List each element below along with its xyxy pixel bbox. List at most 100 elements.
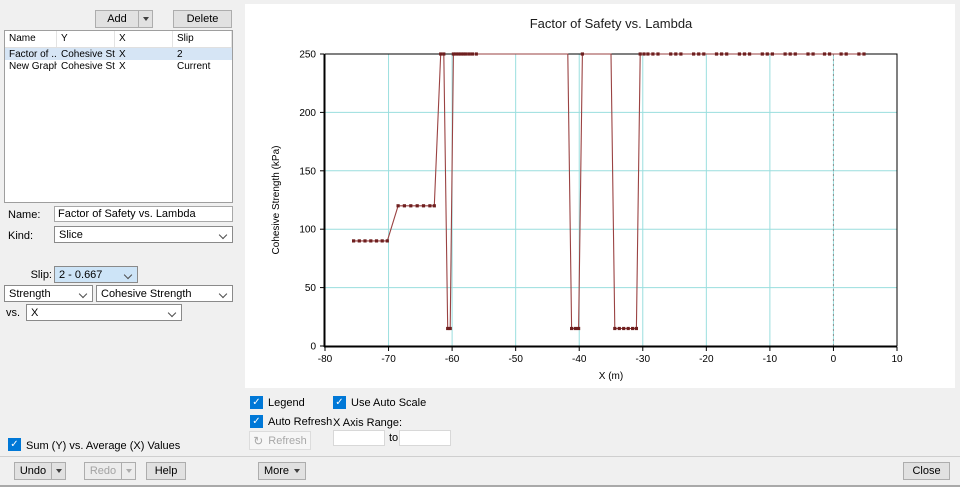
table-cell: X bbox=[119, 48, 126, 60]
undo-button-label: Undo bbox=[19, 465, 47, 477]
more-button[interactable]: More bbox=[258, 462, 306, 480]
column-header[interactable]: Y bbox=[57, 31, 115, 47]
table-cell: 2 bbox=[177, 48, 183, 60]
series-marker bbox=[642, 52, 646, 56]
chevron-down-icon bbox=[218, 230, 228, 240]
name-input[interactable] bbox=[54, 206, 233, 222]
series-marker bbox=[638, 52, 642, 56]
refresh-button[interactable]: ↻ Refresh bbox=[249, 431, 311, 450]
x-tick-label: -40 bbox=[572, 354, 587, 365]
undo-dropdown-button[interactable] bbox=[51, 462, 66, 480]
strength-type-select[interactable]: Cohesive Strength bbox=[96, 285, 233, 302]
series-marker bbox=[725, 52, 729, 56]
legend-checkbox[interactable]: ✓ bbox=[250, 396, 263, 409]
series-marker bbox=[748, 52, 752, 56]
series-marker bbox=[385, 239, 389, 243]
series-marker bbox=[669, 52, 673, 56]
series-marker bbox=[396, 204, 400, 208]
undo-button[interactable]: Undo bbox=[14, 462, 52, 480]
series-marker bbox=[634, 326, 638, 331]
series-marker bbox=[765, 52, 769, 56]
series-marker bbox=[402, 204, 406, 208]
series-marker bbox=[631, 326, 635, 331]
check-icon: ✓ bbox=[252, 396, 261, 408]
use-auto-scale-label: Use Auto Scale bbox=[351, 397, 427, 409]
series-marker bbox=[714, 52, 719, 56]
table-row[interactable]: Factor of ... Cohesive Str... X 2 bbox=[5, 48, 232, 60]
check-icon: ✓ bbox=[252, 415, 261, 427]
series-marker bbox=[692, 52, 696, 56]
check-icon: ✓ bbox=[335, 396, 344, 408]
series-marker bbox=[451, 52, 455, 56]
sum-avg-checkbox[interactable]: ✓ bbox=[8, 438, 21, 451]
name-label: Name: bbox=[8, 209, 41, 221]
kind-select[interactable]: Slice bbox=[54, 226, 233, 243]
series-marker bbox=[793, 52, 797, 56]
redo-dropdown-button[interactable] bbox=[121, 462, 136, 480]
series-marker bbox=[421, 204, 426, 208]
x-axis-range-label: X Axis Range: bbox=[333, 417, 403, 429]
table-body: Factor of ... Cohesive Str... X 2 New Graph C… bbox=[5, 48, 232, 72]
series-marker bbox=[679, 52, 683, 56]
auto-refresh-checkbox[interactable]: ✓ bbox=[250, 415, 263, 428]
series-marker bbox=[742, 52, 747, 56]
series-marker bbox=[720, 52, 724, 56]
series-marker bbox=[828, 52, 832, 56]
x-tick-label: 10 bbox=[891, 354, 903, 365]
x-tick-label: -10 bbox=[763, 354, 778, 365]
add-dropdown-button[interactable] bbox=[138, 10, 153, 28]
delete-button[interactable]: Delete bbox=[173, 10, 232, 28]
strength-category-value: Strength bbox=[9, 287, 51, 300]
column-header[interactable]: X bbox=[115, 31, 173, 47]
x-tick-label: -30 bbox=[636, 354, 651, 365]
add-button[interactable]: Add bbox=[95, 10, 139, 28]
use-auto-scale-checkbox[interactable]: ✓ bbox=[333, 396, 346, 409]
table-row[interactable]: New Graph Cohesive Str... X Current bbox=[5, 60, 232, 72]
more-button-label: More bbox=[263, 465, 290, 477]
series-marker bbox=[357, 239, 361, 243]
column-header[interactable]: Name bbox=[5, 31, 57, 47]
series-marker bbox=[737, 52, 741, 56]
close-button-label: Close bbox=[912, 465, 941, 477]
table-cell: Factor of ... bbox=[9, 48, 57, 60]
chevron-down-icon bbox=[294, 469, 301, 473]
y-tick-label: 150 bbox=[299, 166, 316, 177]
x-range-to-input[interactable] bbox=[399, 430, 451, 446]
y-tick-label: 50 bbox=[305, 283, 317, 294]
chevron-down-icon bbox=[123, 270, 133, 280]
x-tick-label: 0 bbox=[831, 354, 837, 365]
redo-button-label: Redo bbox=[89, 465, 117, 477]
slip-select[interactable]: 2 - 0.667 bbox=[54, 266, 138, 283]
series-marker bbox=[646, 52, 650, 56]
table-cell: New Graph bbox=[9, 60, 57, 72]
help-button[interactable]: Help bbox=[146, 462, 186, 480]
series-marker bbox=[622, 326, 626, 331]
x-range-from-input[interactable] bbox=[333, 430, 385, 446]
series-marker bbox=[448, 326, 452, 331]
y-tick-label: 100 bbox=[299, 225, 316, 236]
delete-button-label: Delete bbox=[186, 13, 219, 25]
series-marker bbox=[570, 326, 574, 331]
close-button[interactable]: Close bbox=[903, 462, 950, 480]
series-marker bbox=[580, 52, 584, 56]
kind-selected-value: Slice bbox=[59, 228, 83, 241]
column-header[interactable]: Slip bbox=[173, 31, 232, 47]
series-marker bbox=[467, 52, 471, 56]
vs-select[interactable]: X bbox=[26, 304, 182, 321]
series-marker bbox=[822, 52, 827, 56]
strength-category-select[interactable]: Strength bbox=[4, 285, 93, 302]
legend-label: Legend bbox=[268, 397, 305, 409]
series-marker bbox=[428, 204, 432, 208]
redo-button[interactable]: Redo bbox=[84, 462, 122, 480]
x-axis-label: X (m) bbox=[599, 371, 623, 382]
table-cell: X bbox=[119, 60, 126, 72]
series-marker bbox=[432, 204, 436, 208]
range-to-label: to bbox=[389, 432, 399, 444]
series-marker bbox=[369, 239, 373, 243]
table-header-row: Name Y X Slip bbox=[5, 31, 232, 48]
check-icon: ✓ bbox=[10, 438, 19, 450]
series-marker bbox=[573, 326, 577, 331]
table-cell: Current bbox=[177, 60, 211, 72]
plot-border bbox=[324, 53, 898, 347]
